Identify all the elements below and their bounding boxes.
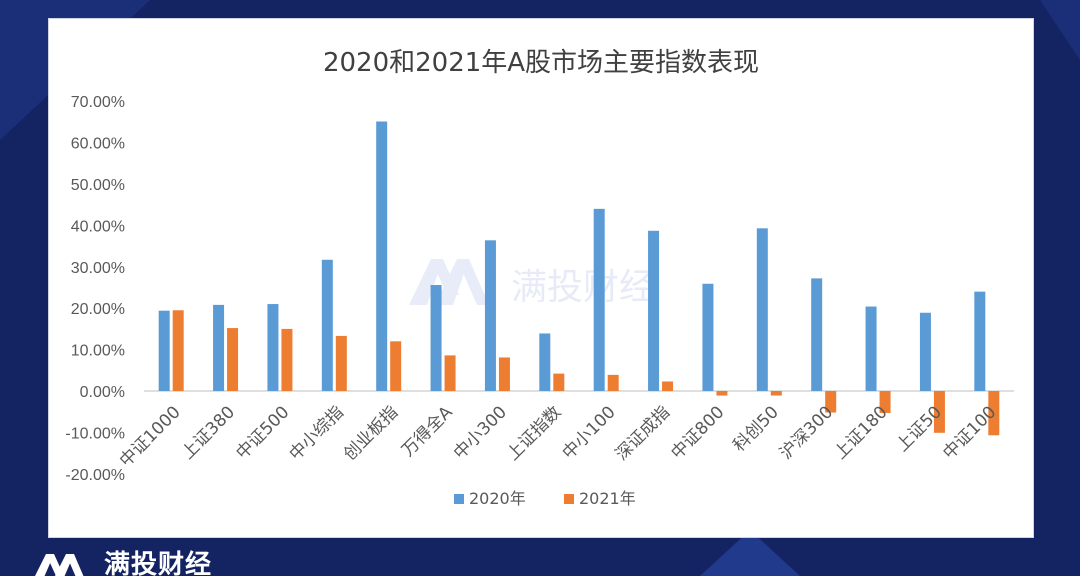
bar-series2 (227, 328, 239, 391)
brand-footer: 满投财经 (30, 548, 212, 576)
y-tick-label: 40.00% (71, 218, 125, 235)
x-tick-label: 上证380 (178, 402, 239, 463)
y-tick-label: 30.00% (71, 260, 125, 277)
x-tick-label: 中证500 (232, 402, 293, 463)
watermark-logo-icon (409, 259, 489, 305)
bar-series1 (158, 310, 170, 391)
bar-series2 (172, 310, 184, 391)
legend-swatch (454, 494, 464, 504)
y-tick-label: 60.00% (71, 136, 125, 153)
bar-series2 (498, 357, 510, 391)
x-tick-label: 上证180 (830, 402, 891, 463)
bar-series2 (716, 391, 728, 396)
chart-card: 满投财经 2020和2021年A股市场主要指数表现 -20.00% -10.00% 0.… (48, 18, 1034, 538)
bar-series1 (484, 240, 496, 391)
legend-label: 2021年 (579, 489, 636, 508)
bar-series1 (376, 121, 388, 392)
y-tick-label: 10.00% (71, 343, 125, 360)
bar-series1 (213, 304, 225, 391)
x-tick-label: 沪深300 (776, 402, 837, 463)
bar-series2 (770, 391, 782, 396)
x-tick-label: 中证1000 (116, 402, 185, 471)
x-tick-label: 深证成指 (612, 402, 674, 464)
bar-series2 (662, 381, 674, 391)
bar-series1 (593, 208, 605, 391)
x-tick-label: 中小100 (559, 402, 620, 463)
x-tick-label: 上证指数 (503, 402, 565, 464)
bar-series1 (267, 304, 279, 391)
bar-series1 (321, 259, 333, 391)
y-tick-label: -10.00% (65, 425, 125, 442)
brand-logo-icon (35, 554, 84, 576)
watermark: 满投财经 (409, 259, 655, 308)
x-tick-label: 中小综指 (286, 402, 348, 464)
x-tick-label: 中证800 (667, 402, 728, 463)
bar-series2 (281, 328, 293, 391)
watermark-text: 满投财经 (511, 267, 655, 308)
bar-series1 (648, 230, 660, 391)
bar-series2 (444, 355, 456, 391)
chart-title: 2020和2021年A股市场主要指数表现 (323, 48, 759, 78)
x-tick-label: 科创50 (729, 402, 782, 455)
bar-series1 (702, 283, 714, 391)
legend-swatch (564, 494, 574, 504)
bar-series1 (865, 306, 877, 391)
x-tick-label: 中小300 (450, 402, 511, 463)
bar-series2 (553, 373, 565, 391)
y-tick-label: 0.00% (80, 384, 125, 401)
bar-series2 (825, 391, 837, 413)
bar-series2 (879, 391, 891, 413)
bar-series2 (988, 391, 1000, 436)
legend-label: 2020年 (469, 489, 526, 508)
y-tick-label: 20.00% (71, 301, 125, 318)
bar-series1 (539, 333, 551, 391)
x-tick-label: 创业板指 (340, 402, 402, 464)
bar-series1 (919, 312, 931, 391)
bar-chart: 满投财经 2020和2021年A股市场主要指数表现 -20.00% -10.00% 0.… (65, 48, 1014, 508)
brand-name: 满投财经 (104, 550, 213, 576)
bar-series2 (607, 374, 619, 391)
bar-series2 (933, 391, 945, 433)
bar-series1 (811, 278, 823, 391)
y-tick-label: 50.00% (71, 177, 125, 194)
bar-series1 (430, 285, 442, 391)
y-tick-label: -20.00% (65, 467, 125, 484)
bar-series2 (390, 341, 402, 391)
bar-series1 (974, 291, 986, 391)
bar-series1 (756, 228, 768, 391)
y-tick-label: 70.00% (71, 94, 125, 111)
bar-series2 (335, 335, 347, 391)
x-tick-label: 万得全A (398, 402, 457, 461)
